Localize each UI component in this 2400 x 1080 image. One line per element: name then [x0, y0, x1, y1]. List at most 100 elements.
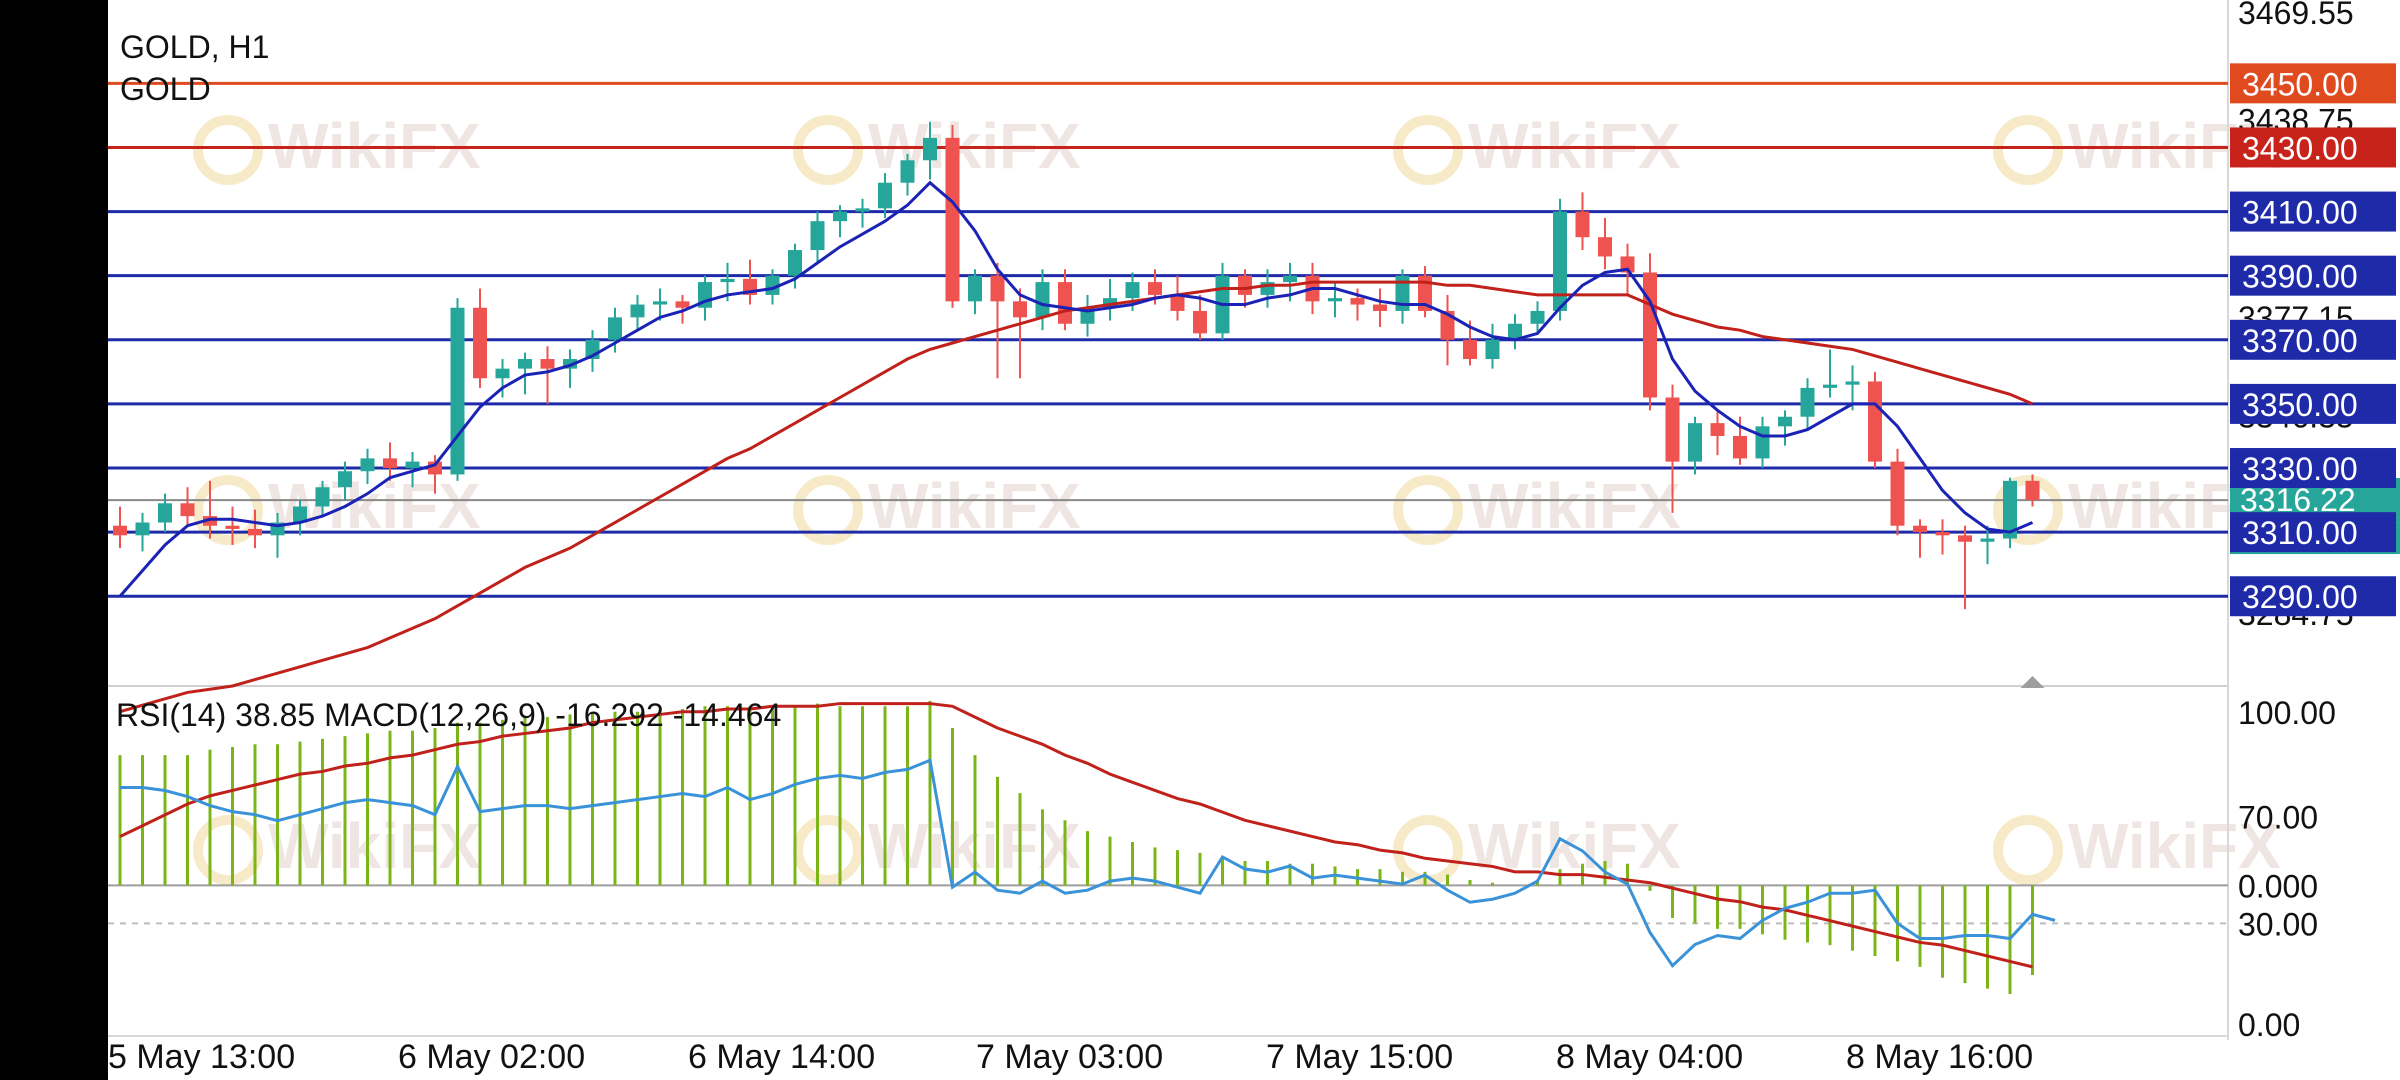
candle-body	[1575, 211, 1590, 238]
symbol-name-label: GOLD	[120, 71, 211, 107]
candle-body	[248, 528, 262, 536]
candle-body	[1530, 310, 1545, 324]
level-price-box	[2230, 383, 2396, 424]
grid-layer	[108, 0, 2229, 1040]
candle-body	[1238, 275, 1252, 295]
watermark-logo	[793, 475, 863, 545]
candle-body	[293, 506, 307, 523]
candle-body	[1485, 339, 1500, 360]
candle-body	[675, 301, 690, 308]
candle-body	[1890, 461, 1905, 526]
level-price-label: 3370.00	[2242, 323, 2358, 359]
watermark-logo	[1393, 475, 1463, 545]
candle-body	[1103, 298, 1117, 308]
time-axis-label: 7 May 03:00	[976, 1038, 1163, 1076]
candle-body	[135, 522, 150, 536]
candle-body	[1935, 532, 1950, 536]
level-price-label: 3330.00	[2242, 451, 2358, 487]
macd-signal-line	[119, 702, 2033, 969]
candle-body	[1755, 426, 1770, 459]
level-price-label: 3430.00	[2242, 130, 2358, 166]
candle-body	[1125, 282, 1140, 299]
candle-body	[540, 359, 555, 369]
candle-body	[473, 307, 487, 379]
candle-body	[1058, 282, 1072, 324]
candle-body	[653, 301, 667, 305]
candle-body	[923, 137, 937, 161]
candle-body	[450, 307, 465, 475]
candle-body	[990, 275, 1005, 302]
candle-body	[113, 525, 127, 536]
level-price-box	[2230, 63, 2396, 104]
fast-moving-average-line	[118, 180, 2034, 598]
level-price-box	[2230, 576, 2396, 617]
candle-body	[1395, 275, 1410, 311]
candle-body	[900, 160, 915, 183]
level-price-box	[2230, 255, 2396, 296]
symbol-timeframe-label: GOLD, H1	[120, 29, 269, 65]
candle-body	[1598, 237, 1612, 257]
time-axis: 5 May 13:00 6 May 02:00 6 May 14:00 7 May 0…	[108, 1035, 2228, 1076]
candle-body	[833, 211, 847, 222]
candle-body	[315, 487, 330, 507]
indicator-axis-label: 70.00	[2238, 800, 2318, 836]
candle-body	[608, 317, 622, 340]
level-price-box	[2230, 512, 2396, 553]
candle-body	[383, 458, 397, 469]
candle-body	[1733, 435, 1747, 459]
candle-body	[1778, 416, 1792, 427]
watermark-text: WikiFX	[268, 810, 481, 882]
candle-body	[720, 278, 735, 283]
candle-body	[1508, 323, 1522, 340]
candle-body	[1913, 525, 1927, 533]
level-price-label: 3290.00	[2242, 579, 2358, 615]
candle-body	[968, 275, 982, 302]
candle-body	[1463, 339, 1477, 360]
candle-body	[1868, 381, 1882, 462]
candle-body	[1845, 381, 1860, 385]
candle-body	[1170, 294, 1185, 311]
candle-body	[855, 208, 870, 212]
candle-body	[2025, 480, 2040, 501]
indicator-axis-label: 100.00	[2238, 695, 2336, 731]
level-price-label: 3390.00	[2242, 259, 2358, 295]
chart-area[interactable]: WikiFX WikiFX WikiFX WikiFX WikiFX WikiFX Wiki…	[108, 0, 2400, 1080]
indicator-axis-label: 30.00	[2238, 906, 2318, 942]
indicator-axis-label: 0.00	[2238, 1007, 2300, 1043]
candle-body	[518, 359, 532, 369]
candle-body	[945, 137, 960, 302]
watermark-logo	[793, 815, 863, 885]
time-axis-label: 7 May 15:00	[1266, 1038, 1453, 1076]
watermark-text: WikiFX	[1468, 470, 1681, 542]
level-price-box	[2230, 191, 2396, 232]
candle-body	[360, 458, 375, 472]
level-price-box	[2230, 448, 2396, 489]
level-price-box	[2230, 319, 2396, 360]
watermark-logo	[793, 115, 863, 185]
candle-body	[1193, 310, 1207, 334]
candle-body	[1800, 387, 1815, 417]
candle-body	[158, 503, 172, 523]
current-price-label: 3316.22	[2240, 482, 2356, 518]
time-axis-label: 5 May 13:00	[108, 1038, 295, 1076]
price-axis: 3469.553438.753377.153346.353284.753316.…	[2020, 0, 2400, 1043]
rsi-line	[120, 758, 2056, 968]
candle-body	[1643, 272, 1657, 398]
watermark-logo	[1993, 475, 2063, 545]
candle-body	[1373, 304, 1387, 311]
candle-body	[1440, 310, 1455, 340]
candle-body	[1665, 397, 1680, 462]
candle-body	[1013, 301, 1027, 318]
watermark-logo	[193, 115, 263, 185]
indicator-axis-label: 0.000	[2238, 868, 2318, 904]
candle-body	[1148, 282, 1162, 295]
indicator-pane	[108, 700, 2228, 994]
chart-shift-marker	[2020, 676, 2045, 688]
candle-body	[1035, 282, 1050, 318]
candle-body	[810, 221, 825, 251]
candle-body	[1980, 538, 1995, 542]
candle-body	[1328, 298, 1342, 302]
level-price-label: 3410.00	[2242, 195, 2358, 231]
candle-body	[225, 525, 240, 529]
